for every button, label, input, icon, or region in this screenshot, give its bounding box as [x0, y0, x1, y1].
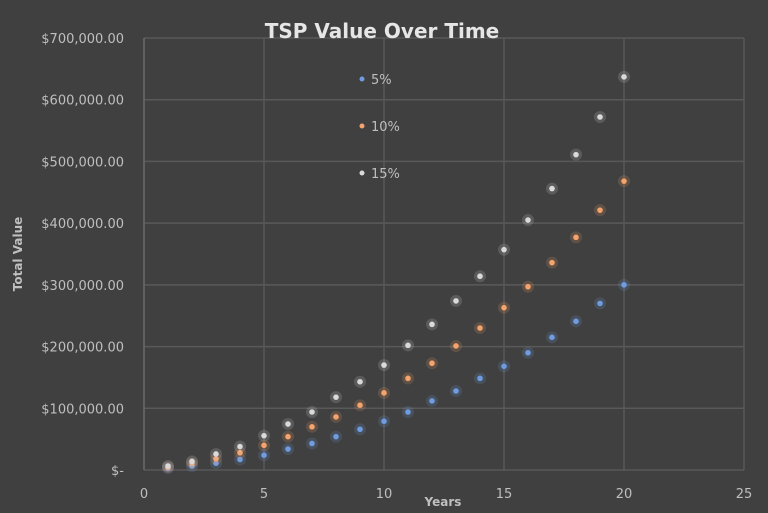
data-point: [381, 418, 387, 425]
x-axis-ticks: 0 5 10 15 20 25: [140, 487, 752, 502]
x-axis-label: Years: [424, 495, 462, 509]
data-point: [357, 402, 363, 409]
x-tick-label: 5: [260, 487, 268, 502]
data-point: [429, 398, 435, 404]
data-point: [525, 349, 531, 356]
data-point: [213, 451, 219, 457]
data-point: [621, 74, 627, 80]
y-tick-label: $100,000.00: [41, 402, 124, 417]
data-point: [309, 424, 315, 430]
legend-marker: [359, 76, 365, 82]
data-point: [573, 151, 579, 158]
legend-label: 10%: [371, 120, 400, 135]
data-point: [333, 394, 339, 400]
legend-label: 15%: [371, 167, 400, 182]
data-point: [237, 449, 243, 456]
data-point: [597, 207, 603, 213]
legend-label: 5%: [371, 73, 392, 88]
data-point: [285, 421, 291, 427]
data-point: [453, 298, 459, 304]
y-tick-label: $600,000.00: [41, 94, 124, 109]
data-point: [189, 458, 195, 465]
data-point: [549, 259, 555, 266]
data-point: [333, 414, 339, 420]
series-15pct: [162, 70, 630, 472]
data-point: [261, 432, 267, 439]
data-point: [285, 446, 291, 452]
data-point: [405, 375, 411, 382]
y-axis-label: Total Value: [11, 217, 25, 291]
data-point: [357, 378, 363, 385]
y-axis-ticks: $- $100,000.00 $200,000.00 $300,000.00 $400,…: [41, 32, 124, 479]
data-point: [453, 343, 459, 349]
data-points: [162, 70, 630, 475]
y-tick-label: $700,000.00: [41, 32, 124, 47]
y-tick-label: $500,000.00: [41, 155, 124, 170]
data-point: [261, 452, 267, 458]
data-point: [237, 443, 243, 450]
data-point: [549, 185, 555, 192]
y-tick-label: $200,000.00: [41, 341, 124, 356]
x-tick-label: 20: [616, 487, 633, 502]
y-tick-label: $-: [111, 464, 124, 479]
data-point: [573, 234, 579, 241]
data-point: [621, 282, 627, 288]
x-tick-label: 25: [736, 487, 753, 502]
series-10pct: [162, 175, 630, 474]
data-point: [381, 362, 387, 368]
data-point: [477, 375, 483, 382]
y-tick-label: $300,000.00: [41, 279, 124, 294]
data-point: [477, 273, 483, 280]
data-point: [501, 363, 507, 370]
series-5pct: [162, 278, 630, 475]
data-point: [429, 360, 435, 367]
data-point: [333, 433, 339, 440]
x-tick-label: 10: [376, 487, 393, 502]
data-point: [621, 178, 627, 184]
data-point: [309, 409, 315, 415]
data-point: [285, 433, 291, 440]
legend-marker: [359, 123, 365, 129]
data-point: [381, 390, 387, 396]
data-point: [405, 342, 411, 349]
data-point: [501, 246, 507, 253]
data-point: [213, 460, 219, 467]
data-point: [213, 456, 219, 462]
data-point: [597, 114, 603, 120]
gridlines: [143, 37, 745, 471]
data-point: [237, 456, 243, 463]
data-point: [477, 325, 483, 331]
data-point: [525, 217, 531, 223]
data-point: [525, 283, 531, 290]
x-tick-label: 0: [140, 487, 148, 502]
x-tick-label: 15: [496, 487, 513, 502]
data-point: [309, 440, 315, 447]
data-point: [165, 463, 171, 469]
data-point: [261, 442, 267, 449]
data-point: [429, 321, 435, 328]
data-point: [357, 426, 363, 433]
y-tick-label: $400,000.00: [41, 217, 124, 232]
data-point: [597, 300, 603, 307]
legend: 5% 10% 15%: [359, 73, 400, 182]
data-point: [501, 304, 507, 311]
chart-title: TSP Value Over Time: [265, 19, 500, 43]
data-point: [453, 388, 459, 394]
data-point: [549, 334, 555, 341]
data-point: [573, 318, 579, 325]
legend-marker: [359, 170, 365, 176]
data-point: [405, 409, 411, 415]
